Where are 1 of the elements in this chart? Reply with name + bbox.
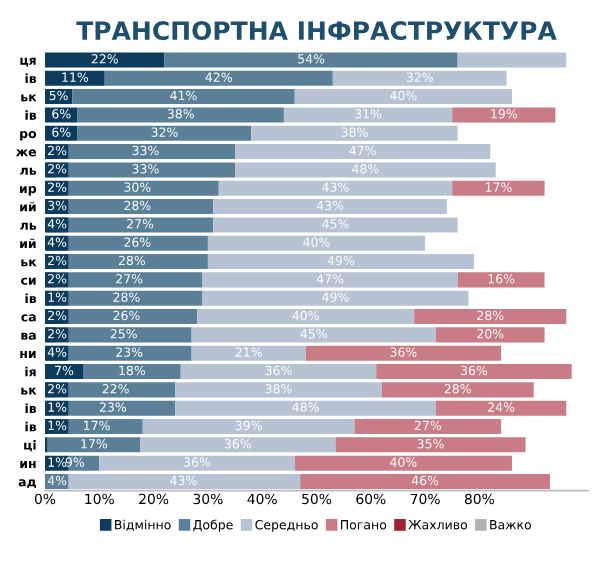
chart-title: ТРАНСПОРТНА ІНФРАСТРУКТУРА (76, 21, 557, 40)
